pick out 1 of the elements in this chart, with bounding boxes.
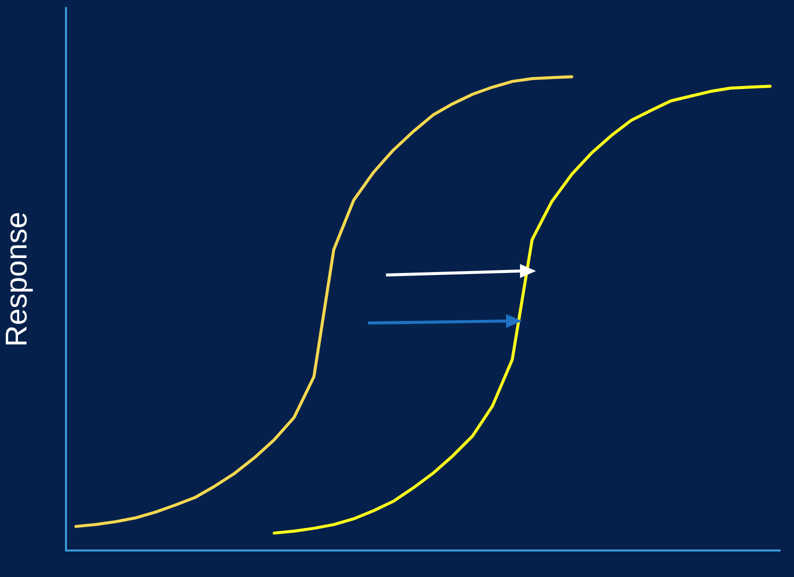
y-axis-title: Response [0,212,34,347]
